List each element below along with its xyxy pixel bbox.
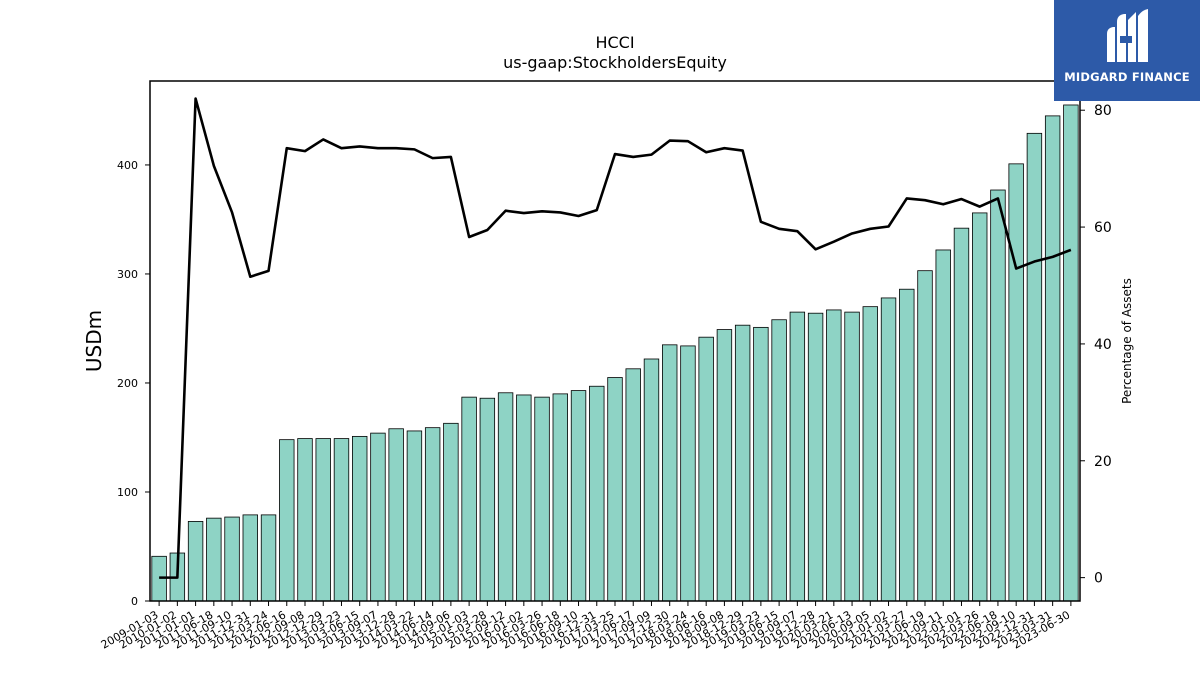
- logo-badge: MIDGARD FINANCE: [1054, 0, 1200, 101]
- bar-2020-06-13: [844, 311, 860, 602]
- y2-tick-label: 20: [1094, 454, 1112, 470]
- bar-2011-06-18: [206, 517, 222, 602]
- bar-2011-01-01: [187, 521, 204, 602]
- percentage-line: [159, 97, 1072, 579]
- bar-2022-01-01: [953, 227, 970, 602]
- bar-2011-09-10: [224, 516, 240, 602]
- bar-2014-03-22: [406, 430, 423, 602]
- bar-2021-03-27: [899, 288, 915, 602]
- bar-2017-06-17: [625, 368, 641, 602]
- chart-subtitle: us-gaap:StockholdersEquity: [503, 53, 727, 72]
- bar-2019-03-23: [753, 326, 769, 602]
- chart-title: HCCI: [595, 33, 634, 52]
- bar-2013-12-28: [388, 428, 404, 602]
- y-tick-label: 100: [117, 486, 138, 499]
- bar-2013-09-07: [370, 432, 386, 602]
- y-tick-label: 300: [117, 268, 138, 281]
- bar-2013-03-23: [333, 438, 350, 602]
- bar-2016-06-18: [552, 393, 568, 602]
- bar-2016-09-10: [570, 390, 587, 602]
- bar-2019-06-15: [771, 319, 787, 602]
- axes-layer: 01002003004000204060802009-01-032010-01-…: [99, 80, 1112, 652]
- y2-axis-label: Percentage of Assets: [1120, 278, 1134, 404]
- bar-2019-09-07: [789, 311, 806, 602]
- bar-2019-12-28: [807, 312, 824, 602]
- bar-2021-06-19: [917, 270, 933, 602]
- bar-2021-09-11: [935, 249, 951, 602]
- bar-2018-09-08: [716, 329, 733, 602]
- bar-2012-06-16: [279, 439, 295, 602]
- logo-text: MIDGARD FINANCE: [1064, 70, 1190, 84]
- bar-2022-06-18: [990, 189, 1006, 602]
- bar-2022-03-26: [972, 212, 988, 602]
- bar-2015-01-03: [461, 396, 477, 602]
- y2-tick-label: 40: [1094, 337, 1112, 353]
- bar-2013-06-15: [352, 435, 368, 602]
- y2-tick-label: 80: [1094, 103, 1112, 119]
- bar-2023-03-31: [1044, 115, 1061, 602]
- bar-2012-03-24: [260, 514, 277, 602]
- bar-2014-09-06: [443, 422, 459, 602]
- bar-2023-06-30: [1063, 104, 1079, 602]
- bar-2015-09-12: [497, 392, 514, 602]
- y-tick-label: 400: [117, 159, 138, 172]
- bar-2014-06-14: [424, 427, 441, 602]
- y-axis-label: USDm: [82, 310, 106, 372]
- bar-2017-03-25: [607, 377, 623, 602]
- bar-2017-09-09: [643, 358, 660, 602]
- bar-2012-12-29: [315, 438, 331, 602]
- bar-2018-12-29: [734, 324, 751, 602]
- y-tick-label: 200: [117, 377, 138, 390]
- bar-2018-03-24: [680, 345, 696, 602]
- bar-2022-12-31: [1026, 132, 1043, 602]
- bar-2012-09-08: [297, 438, 313, 602]
- bar-2015-03-28: [479, 397, 496, 602]
- bar-2018-06-16: [698, 336, 714, 602]
- y2-tick-label: 60: [1094, 220, 1112, 236]
- bar-2022-09-10: [1008, 163, 1024, 602]
- bar-2016-12-31: [589, 385, 605, 602]
- bar-2016-01-02: [516, 394, 532, 602]
- bar-2020-03-21: [826, 309, 842, 602]
- bar-2020-09-05: [862, 306, 878, 602]
- y2-tick-label: 0: [1094, 571, 1103, 587]
- bar-2021-01-02: [880, 297, 897, 602]
- bar-2011-12-31: [242, 514, 258, 602]
- bar-2016-03-26: [534, 396, 550, 602]
- bars-layer: [151, 104, 1079, 602]
- bar-2017-12-30: [662, 344, 678, 602]
- midgard-m-logo-icon: [1107, 9, 1148, 62]
- y-tick-label: 0: [131, 595, 138, 608]
- line-layer: [159, 97, 1072, 579]
